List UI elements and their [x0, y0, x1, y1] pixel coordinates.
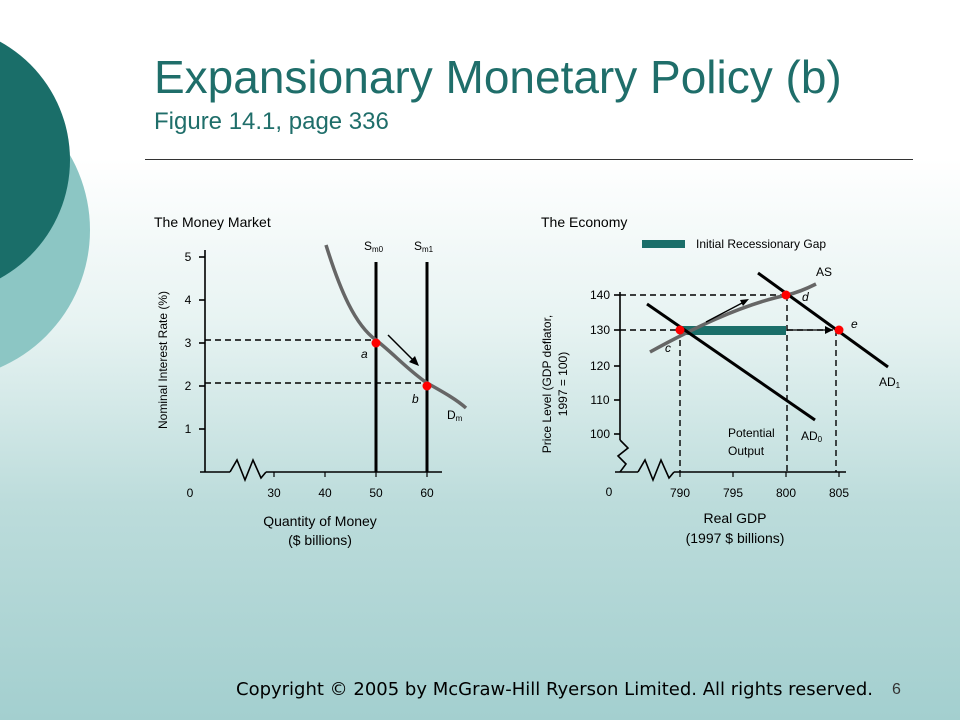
series-ad1 [757, 271, 889, 369]
ec-points: c d e [665, 290, 858, 355]
recessionary-gap-bar [680, 326, 786, 335]
ec-x-axis-label-units: (1997 $ billions) [686, 530, 785, 546]
point-label-c: c [665, 341, 671, 355]
mm-x-tick-label: 30 [267, 486, 281, 500]
decor-circle-dark [0, 41, 70, 279]
sm0-label: Sm0 [364, 239, 384, 254]
point-c [675, 325, 685, 335]
point-label-d: d [802, 290, 809, 304]
ec-y-tick-label: 100 [590, 427, 610, 441]
mm-y-axis-label: Nominal Interest Rate (%) [156, 291, 170, 429]
mm-x-axis-label-units: ($ billions) [288, 532, 352, 548]
ec-as-arrow [705, 301, 745, 323]
page-title: Expansionary Monetary Policy (b) [154, 51, 842, 103]
ec-y-tick-label: 140 [590, 288, 610, 302]
mm-y-tick-label: 2 [185, 379, 192, 393]
point-label-b: b [412, 392, 419, 406]
mm-x-tick-label: 60 [420, 486, 434, 500]
ec-x-tick-label: 805 [829, 486, 849, 500]
series-dm [324, 244, 468, 410]
money-market-title: The Money Market [154, 214, 271, 230]
ec-x-axis-break [637, 457, 675, 483]
ec-x-tick-label: 795 [723, 486, 743, 500]
dm-label: Dm [447, 408, 463, 423]
ec-origin-label: 0 [606, 485, 613, 499]
point-d [781, 290, 791, 300]
sm1-label: Sm1 [414, 239, 434, 254]
mm-x-tick-label: 50 [369, 486, 383, 500]
ad0-label: AD0 [801, 429, 823, 444]
ec-x-ticks: 790 795 800 805 [670, 472, 849, 500]
ec-y-axis-break [616, 439, 630, 473]
potential-output-label: Potential [728, 426, 775, 440]
ec-x-tick-label: 790 [670, 486, 690, 500]
ec-shift-arrowhead [825, 326, 833, 334]
point-label-a: a [361, 347, 368, 361]
mm-y-tick-label: 5 [185, 250, 192, 264]
mm-x-tick-label: 0 [187, 486, 194, 500]
mm-axis-break [229, 457, 267, 483]
mm-shift-arrowhead [409, 356, 419, 366]
mm-y-tick-label: 3 [185, 336, 192, 350]
ec-y-axis-label: Price Level (GDP deflator, [540, 315, 554, 454]
legend-gap-label: Initial Recessionary Gap [696, 237, 826, 251]
ec-y-tick-label: 120 [590, 359, 610, 373]
mm-x-tick-label: 40 [318, 486, 332, 500]
economy-title: The Economy [541, 214, 627, 230]
mm-y-tick-label: 1 [185, 422, 192, 436]
ec-x-axis-label: Real GDP [703, 510, 766, 526]
mm-x-axis-label: Quantity of Money [263, 513, 377, 529]
mm-y-tick-label: 4 [185, 293, 192, 307]
title-divider [145, 159, 913, 160]
legend-gap-swatch [642, 240, 685, 248]
mm-x-ticks: 0 30 40 50 60 [187, 472, 434, 500]
money-market-chart: The Money Market 1 2 3 4 5 0 30 40 50 60 Sm0 Sm1… [154, 214, 468, 548]
point-label-e: e [851, 317, 858, 331]
copyright-footer: Copyright © 2005 by McGraw-Hill Ryerson … [236, 679, 873, 700]
ad1-label: AD1 [879, 375, 901, 390]
series-as [649, 282, 817, 354]
page-number: 6 [892, 681, 901, 698]
series-ad0 [646, 302, 816, 422]
page-subtitle: Figure 14.1, page 336 [154, 108, 389, 135]
mm-y-ticks: 1 2 3 4 5 [185, 250, 205, 436]
ec-x-tick-label: 800 [776, 486, 796, 500]
ec-y-tick-label: 130 [590, 323, 610, 337]
ec-y-axis-label-2: 1997 = 100) [556, 352, 570, 416]
mm-points: ab [361, 338, 432, 406]
ec-y-tick-label: 110 [590, 393, 609, 407]
point-e [834, 325, 844, 335]
as-label: AS [816, 265, 832, 279]
mm-shift-arrow [387, 334, 416, 363]
ec-as-arrowhead [740, 299, 749, 306]
economy-chart: The Economy Initial Recessionary Gap 100… [540, 214, 901, 546]
ec-y-ticks: 100 110 120 130 140 [590, 288, 620, 441]
point-b [422, 381, 432, 391]
point-a [371, 338, 381, 348]
potential-output-label-2: Output [728, 444, 765, 458]
